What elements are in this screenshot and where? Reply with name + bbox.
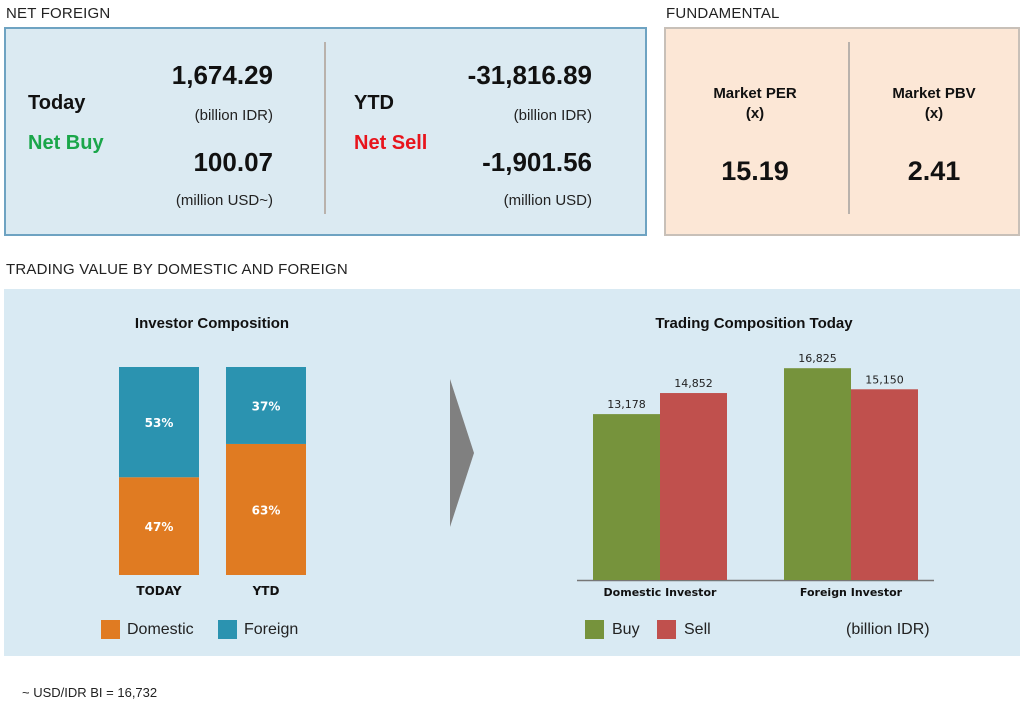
today-value-idr: 1,674.29 <box>171 60 273 90</box>
legend-domestic-label: Domestic <box>127 621 194 638</box>
legend-buy-label: Buy <box>612 621 640 638</box>
category-label-today: TODAY <box>136 584 181 598</box>
label-sell-domestic-investor: 14,852 <box>674 377 713 390</box>
bar-foreign-ytd <box>226 367 306 444</box>
today-label: Today <box>28 92 86 114</box>
category-label-foreign-investor: Foreign Investor <box>800 586 903 599</box>
fundamental-section-title: FUNDAMENTAL <box>666 5 780 22</box>
label-domestic-ytd: 63% <box>252 503 281 517</box>
legend-domestic-swatch <box>101 620 120 639</box>
market-per-label-line1: Market PER <box>713 85 797 102</box>
ytd-status: Net Sell <box>354 132 428 154</box>
today-status: Net Buy <box>28 132 104 154</box>
fundamental-divider <box>848 42 850 214</box>
today-unit-usd: (million USD~) <box>175 192 273 209</box>
bar-domestic-today <box>119 477 199 575</box>
bar-domestic-ytd <box>226 443 306 575</box>
label-buy-foreign-investor: 16,825 <box>798 352 837 365</box>
ytd-value-usd: -1,901.56 <box>482 147 592 177</box>
market-per-label-line2: (x) <box>745 105 765 122</box>
legend-sell-swatch <box>657 620 676 639</box>
net-foreign-divider <box>324 42 326 214</box>
label-sell-foreign-investor: 15,150 <box>865 373 904 386</box>
label-buy-domestic-investor: 13,178 <box>607 398 646 411</box>
legend-foreign-label: Foreign <box>244 621 299 638</box>
trading-composition-title: Trading Composition Today <box>655 315 853 332</box>
fundamental-panel: Market PER (x) 15.19 Market PBV (x) 2.41 <box>664 27 1020 236</box>
market-per-value: 15.19 <box>721 156 789 186</box>
bar-foreign-today <box>119 367 199 478</box>
label-foreign-ytd: 37% <box>252 399 281 413</box>
today-value-usd: 100.07 <box>193 147 273 177</box>
market-pbv-value: 2.41 <box>907 156 961 186</box>
trading-section-title: TRADING VALUE BY DOMESTIC AND FOREIGN <box>6 261 348 278</box>
ytd-value-idr: -31,816.89 <box>467 60 592 90</box>
market-pbv-label-line1: Market PBV <box>892 85 976 102</box>
bar-sell-domestic-investor <box>660 393 727 580</box>
trading-charts-svg: 47% 53% TODAY 63% 37% YTD 13,178 14,852 Domestic… <box>119 352 934 599</box>
legend-buy-swatch <box>585 620 604 639</box>
today-unit-idr: (billion IDR) <box>194 107 273 124</box>
market-pbv-label-line2: (x) <box>924 105 944 122</box>
market-per-label: Market PER (x) <box>685 84 825 124</box>
market-pbv-label: Market PBV (x) <box>864 84 1004 124</box>
arrow-shape <box>450 379 474 527</box>
category-label-domestic-investor: Domestic Investor <box>604 586 717 599</box>
trading-panel: Investor Composition Trading Composition… <box>4 289 1020 656</box>
bar-buy-domestic-investor <box>593 414 660 580</box>
label-foreign-today: 53% <box>145 416 174 430</box>
legend-sell-label: Sell <box>684 621 711 638</box>
ytd-unit-idr: (billion IDR) <box>513 107 592 124</box>
investor-composition-title: Investor Composition <box>134 315 290 332</box>
bar-buy-foreign-investor <box>784 368 851 580</box>
net-foreign-panel: Today Net Buy 1,674.29 (billion IDR) 100… <box>4 27 647 236</box>
ytd-unit-usd: (million USD) <box>503 192 592 209</box>
net-foreign-section-title: NET FOREIGN <box>6 5 111 22</box>
ytd-label: YTD <box>354 92 394 114</box>
exchange-rate-footnote: ~ USD/IDR BI = 16,732 <box>22 685 158 700</box>
category-label-ytd: YTD <box>252 584 280 598</box>
unit-note: (billion IDR) <box>846 621 930 638</box>
label-domestic-today: 47% <box>145 520 174 534</box>
legend-foreign-swatch <box>218 620 237 639</box>
bar-sell-foreign-investor <box>851 389 918 580</box>
